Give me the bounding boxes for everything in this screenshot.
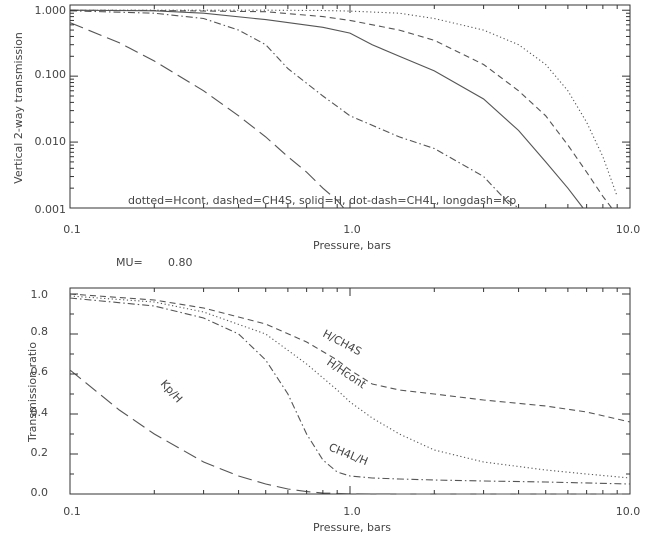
top-xtick-label: 1.0: [343, 223, 361, 236]
bottom-ytick-label: 1.0: [31, 288, 49, 301]
annotation-h-hcont: H/Hcont: [324, 356, 369, 392]
bottom-y-axis-title: Transmission ratio: [26, 342, 39, 443]
mu-value: 0.80: [168, 256, 193, 269]
bottom-xtick-label: 0.1: [63, 505, 81, 518]
top-series-kp: [69, 22, 345, 209]
bottom-ytick-label: 0.6: [31, 365, 49, 378]
top-series-h: [69, 9, 584, 209]
top-y-axis-title: Vertical 2-way transmission: [12, 32, 25, 184]
bottom-ytick-label: 0.4: [31, 406, 49, 419]
top-series-ch4l: [69, 10, 519, 209]
bottom-series-kp-h: [69, 369, 630, 495]
bottom-series-ch4l-h: [69, 297, 631, 485]
top-ytick-label: 0.010: [35, 135, 67, 148]
top-xtick-label: 10.0: [616, 223, 641, 236]
bottom-ytick-label: 0.2: [31, 446, 49, 459]
bottom-x-axis-title: Pressure, bars: [313, 521, 391, 534]
bottom-xtick-label: 1.0: [343, 505, 361, 518]
legend-text: dotted=Hcont, dashed=CH4S, solid=H, dot-…: [128, 194, 516, 207]
annotation-kp-h: Kp/H: [158, 377, 185, 405]
top-ytick-label: 1.000: [35, 4, 67, 17]
mu-label: MU=: [116, 256, 143, 269]
annotation-ch4l-h: CH4L/H: [327, 441, 370, 468]
top-plot-frame: [69, 4, 631, 209]
top-xtick-label: 0.1: [63, 223, 81, 236]
bottom-series-h-ch4s: [69, 293, 631, 423]
bottom-ytick-label: 0.8: [31, 325, 49, 338]
top-panel: 0.1 1.0 10.0 0.001 0.010 0.100 1.000 Pre…: [12, 4, 640, 252]
top-x-axis-title: Pressure, bars: [313, 239, 391, 252]
top-series-ch4s: [69, 9, 613, 209]
annotation-h-ch4s: H/CH4S: [321, 327, 364, 358]
bottom-xtick-label: 10.0: [616, 505, 641, 518]
top-series-hcont: [70, 9, 618, 197]
bottom-ytick-label: 0.0: [31, 486, 49, 499]
bottom-panel: 0.1 1.0 10.0 0.0 0.2 0.4 0.6 0.8 1.0 Pre…: [26, 287, 641, 534]
bottom-series-h-hcont: [69, 295, 631, 479]
top-ytick-label: 0.100: [35, 68, 67, 81]
top-ytick-label: 0.001: [35, 203, 67, 216]
bottom-plot-frame: [69, 287, 631, 495]
